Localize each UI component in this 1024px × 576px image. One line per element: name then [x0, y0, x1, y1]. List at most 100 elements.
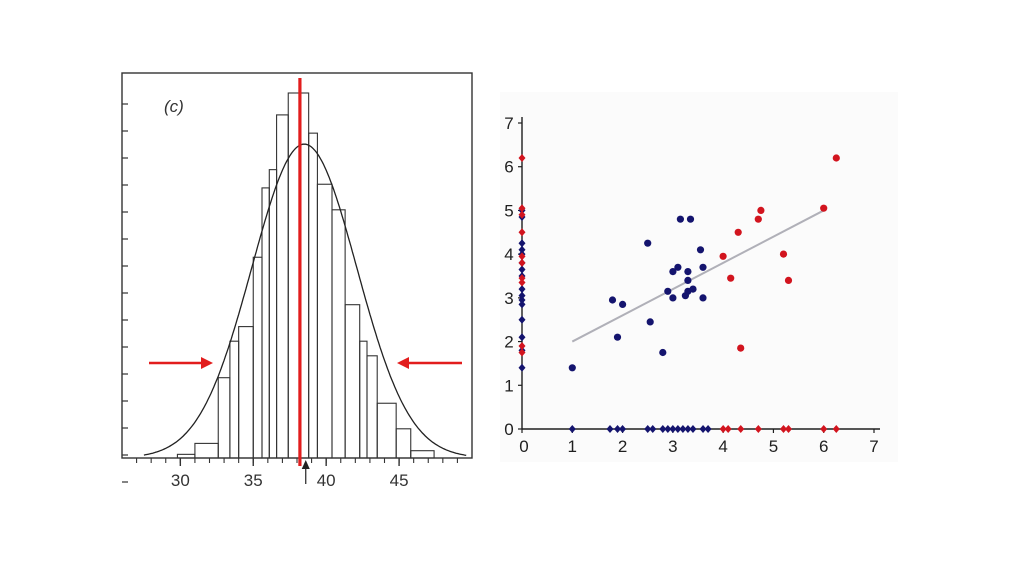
- blue-x-axis-marginal-point: [704, 425, 712, 433]
- red-x-axis-marginal-point: [779, 425, 787, 433]
- left-arrow-head: [201, 357, 213, 369]
- blue-data-point: [674, 263, 682, 271]
- x-tick-label: 0: [519, 437, 528, 456]
- gaussian-fit-curve: [143, 143, 467, 456]
- y-tick-label: 1: [504, 376, 513, 395]
- blue-y-axis-marginal-point: [518, 291, 526, 300]
- blue-x-axis-marginal-point: [649, 425, 657, 433]
- blue-y-axis-marginal-point: [518, 296, 526, 305]
- red-data-point: [757, 206, 765, 214]
- blue-x-axis-marginal-point: [659, 425, 667, 433]
- blue-data-point: [696, 246, 705, 254]
- panel-label: (c): [164, 97, 184, 116]
- x-tick-label: 40: [317, 471, 336, 490]
- y-tick-label: 3: [504, 289, 513, 308]
- blue-data-point: [669, 294, 677, 302]
- blue-x-axis-marginal-point: [619, 425, 627, 433]
- scatter-panel: 0 1 2 3 4 5 6 7 0 1 2 3 4 5 6 7: [500, 92, 898, 462]
- red-x-axis-marginal-point: [832, 425, 840, 433]
- blue-x-axis-marginal-point: [614, 425, 622, 433]
- red-y-axis-marginal-point: [518, 258, 526, 267]
- blue-data-point: [669, 268, 677, 276]
- y-tick-label: 5: [504, 201, 513, 220]
- y-tick-label: 6: [504, 158, 513, 177]
- blue-data-point: [619, 300, 627, 308]
- red-data-point: [737, 344, 745, 352]
- blue-x-axis-marginal-point: [679, 425, 687, 433]
- red-y-axis-marginal-point: [518, 153, 526, 162]
- x-tick-label: 4: [718, 437, 727, 456]
- blue-y-axis-marginal-point: [518, 315, 526, 324]
- red-data-point: [779, 250, 788, 258]
- blue-data-point: [613, 333, 622, 341]
- red-data-point: [734, 228, 742, 236]
- blue-x-axis-marginal-point: [674, 425, 682, 433]
- red-x-axis-marginal-point: [820, 425, 828, 433]
- histogram-bin: [395, 428, 412, 459]
- blue-data-point: [659, 348, 667, 357]
- red-data-point: [820, 204, 828, 212]
- blue-y-axis-marginal-point: [518, 265, 526, 274]
- blue-x-axis-marginal-point: [568, 425, 576, 433]
- regression-line: [571, 209, 825, 343]
- red-x-axis-marginal-point: [724, 425, 732, 433]
- blue-y-axis-marginal-point: [518, 285, 526, 294]
- blue-data-point: [664, 287, 672, 295]
- x-tick-label: 5: [769, 437, 778, 456]
- right-arrow-head: [397, 357, 409, 369]
- marker-arrow-head: [301, 460, 310, 469]
- blue-data-point: [568, 364, 576, 372]
- red-y-axis-marginal-point: [518, 210, 526, 219]
- x-tick-label: 2: [618, 437, 627, 456]
- blue-data-point: [699, 263, 707, 271]
- x-tick-label: 1: [568, 437, 577, 456]
- y-tick-label: 0: [504, 420, 513, 439]
- red-y-axis-marginal-point: [518, 204, 526, 213]
- plot-frame: [121, 72, 473, 459]
- red-x-axis-marginal-point: [719, 425, 727, 433]
- blue-x-axis-marginal-point: [699, 425, 707, 433]
- blue-data-point: [608, 296, 617, 304]
- red-y-axis-marginal-point: [518, 341, 526, 350]
- histogram-panel: (c) 30 35 40 45: [121, 72, 473, 490]
- y-tick-label: 2: [504, 333, 513, 352]
- blue-y-axis-marginal-point: [518, 239, 526, 248]
- red-y-axis-marginal-point: [518, 274, 526, 283]
- blue-data-point: [689, 285, 697, 293]
- red-data-point: [754, 215, 762, 223]
- blue-x-axis-marginal-point: [669, 425, 677, 433]
- y-tick-label: 7: [504, 114, 513, 133]
- red-x-axis-marginal-point: [737, 425, 745, 433]
- red-y-axis-marginal-point: [518, 228, 526, 237]
- plot-background: [500, 92, 898, 462]
- blue-data-point: [684, 268, 692, 276]
- blue-y-axis-marginal-point: [518, 245, 526, 254]
- blue-x-axis-marginal-point: [684, 425, 692, 433]
- blue-y-axis-marginal-point: [518, 363, 526, 372]
- x-tick-label: 45: [390, 471, 409, 490]
- x-tick-label: 3: [668, 437, 677, 456]
- x-tick-label: 7: [869, 437, 878, 456]
- blue-data-point: [676, 215, 685, 223]
- red-data-point: [832, 154, 840, 162]
- blue-data-point: [644, 239, 652, 247]
- red-data-point: [727, 274, 735, 282]
- red-data-point: [719, 252, 727, 260]
- red-x-axis-marginal-point: [754, 425, 762, 433]
- y-tick-label: 4: [504, 245, 513, 264]
- blue-data-point: [646, 318, 654, 326]
- blue-data-point: [686, 215, 695, 223]
- red-x-axis-marginal-point: [785, 425, 793, 433]
- blue-x-axis-marginal-point: [664, 425, 672, 433]
- red-y-axis-marginal-point: [518, 278, 526, 287]
- blue-x-axis-marginal-point: [644, 425, 652, 433]
- x-tick-label: 35: [244, 471, 263, 490]
- blue-x-axis-marginal-point: [606, 425, 614, 433]
- red-y-axis-marginal-point: [518, 348, 526, 357]
- x-tick-label: 30: [171, 471, 190, 490]
- blue-data-point: [684, 276, 692, 284]
- blue-y-axis-marginal-point: [518, 333, 526, 342]
- red-data-point: [784, 276, 793, 284]
- blue-data-point: [699, 294, 707, 302]
